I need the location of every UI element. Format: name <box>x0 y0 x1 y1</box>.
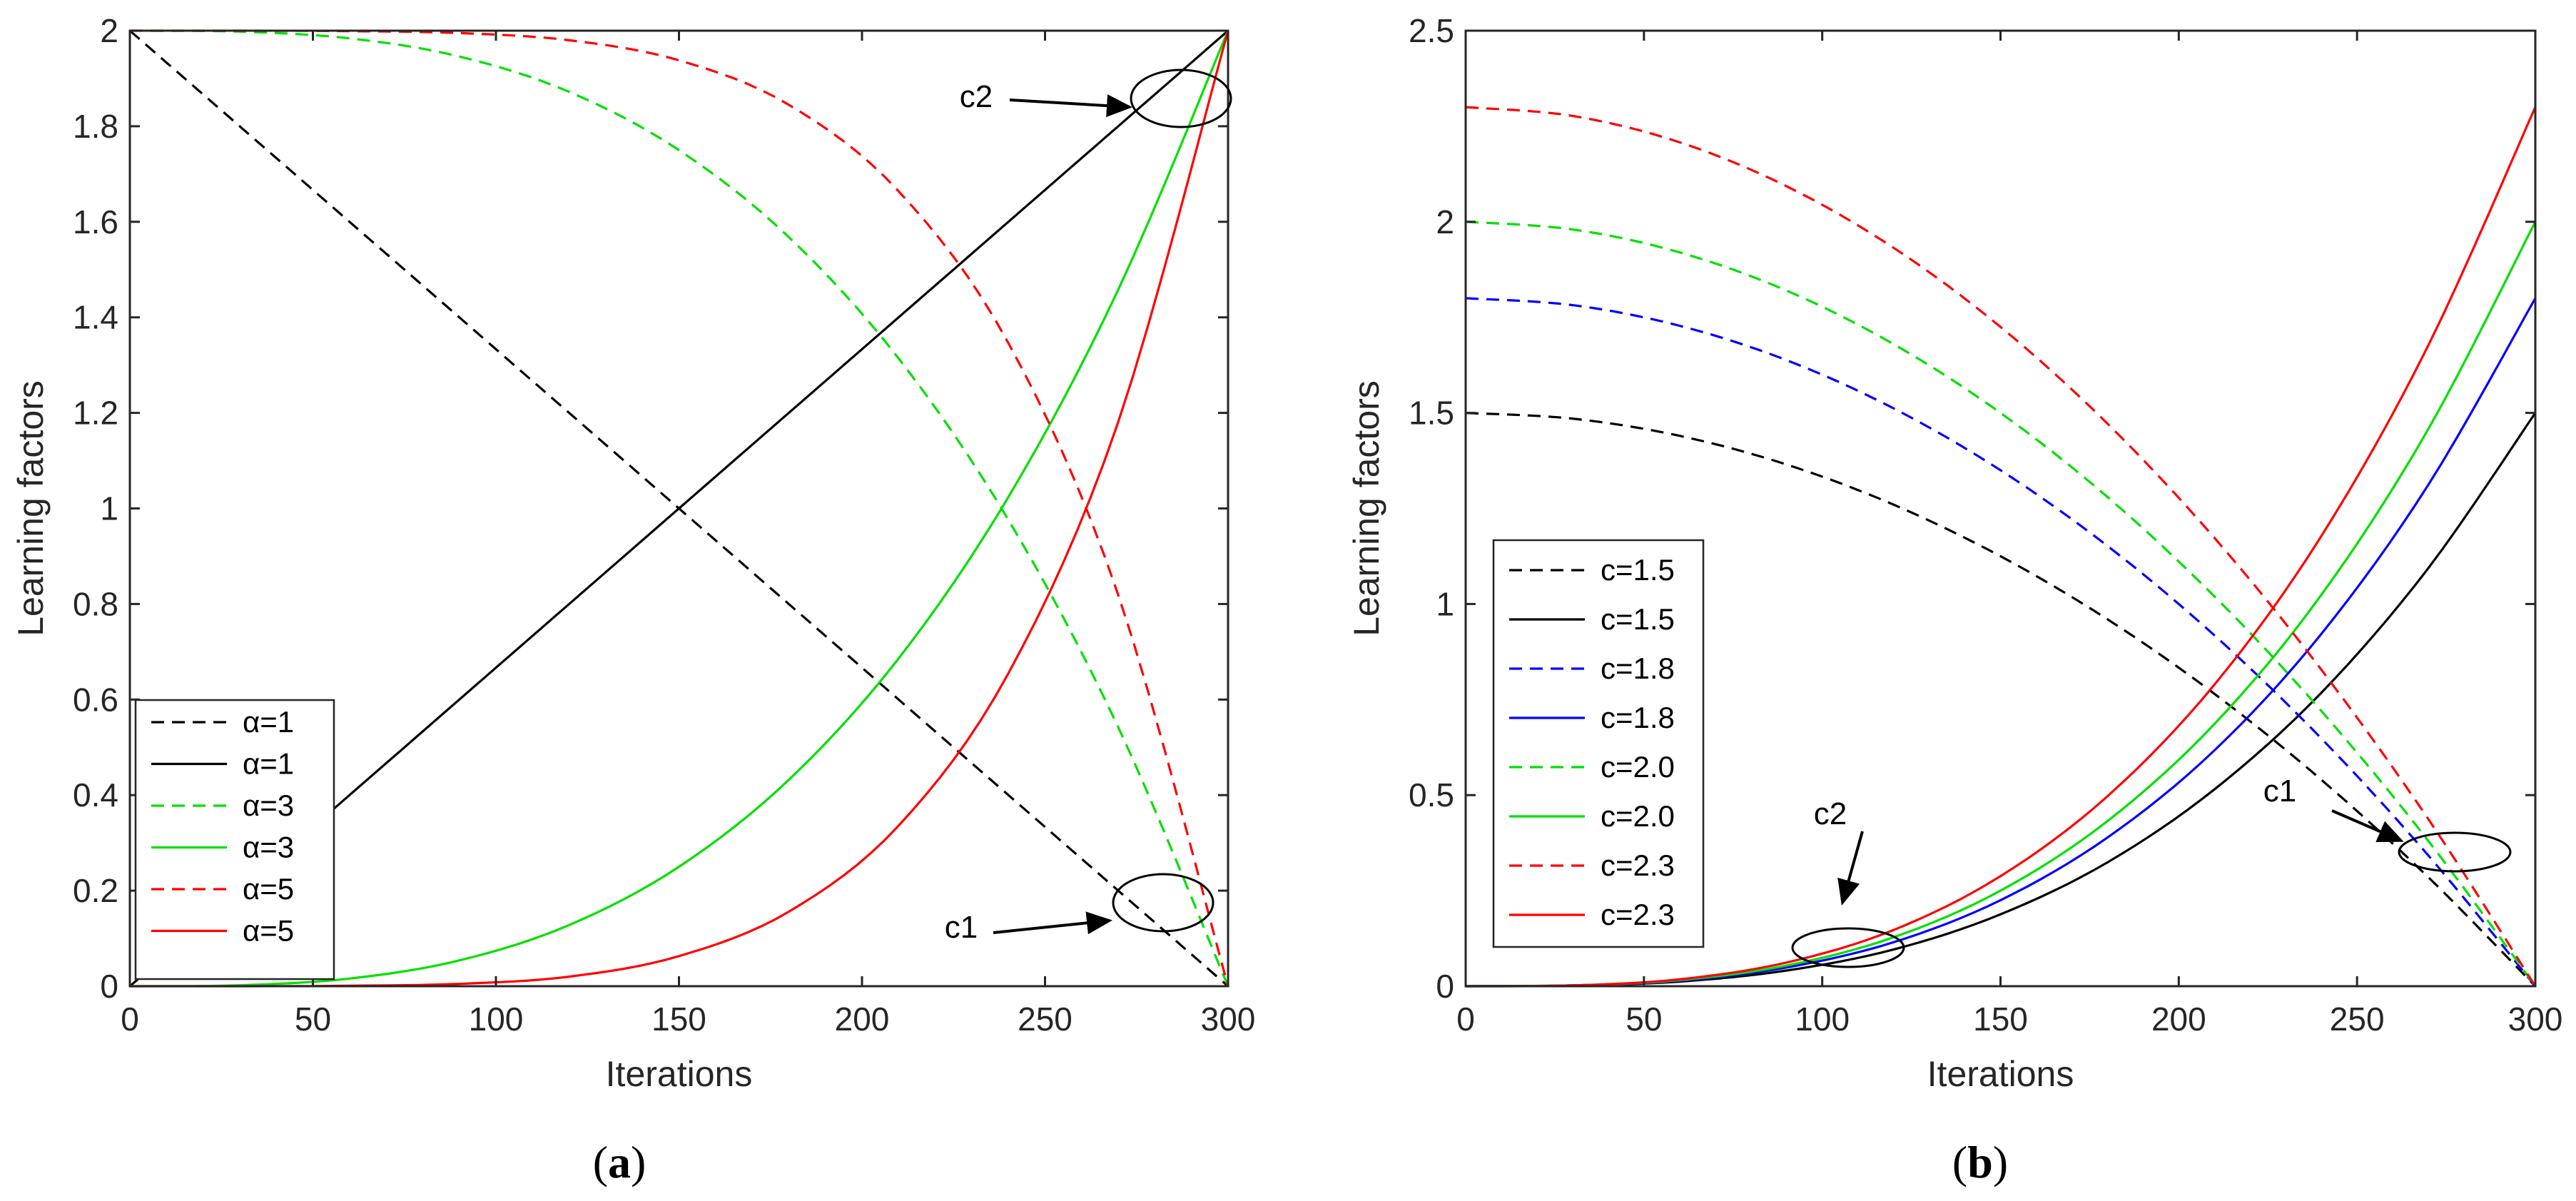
y-axis-label: Learning factors <box>1347 380 1386 637</box>
legend-entry-label: α=1 <box>243 747 294 781</box>
legend-entry-label: c=1.5 <box>1601 553 1675 587</box>
y-tick-label: 1 <box>1436 585 1454 622</box>
annotation-label: c2 <box>960 79 993 114</box>
chart-panel-a: 0 50 100 150 200 250 300 0 0.2 0.4 0.6 0.8 1 1.2 1.4 1.… <box>11 12 1255 1187</box>
annotation-label: c1 <box>945 910 978 945</box>
caption-open-paren: ( <box>593 1137 608 1187</box>
y-tick-label: 1.4 <box>73 299 118 336</box>
annotation-arrow <box>1837 831 1864 906</box>
y-tick-label: 1.2 <box>73 395 118 432</box>
series-line-dashed-1 <box>1465 412 2537 988</box>
y-tick-label: 0 <box>1436 968 1454 1005</box>
caption-close-paren: ) <box>1993 1137 2008 1187</box>
y-tick-label: 2.5 <box>1409 12 1454 49</box>
caption-letter: a <box>608 1137 631 1187</box>
x-tick-label: 300 <box>2508 1000 2563 1038</box>
legend-entry-label: c=2.3 <box>1601 898 1675 931</box>
x-axis-label: Iterations <box>606 1054 753 1094</box>
annotation-arrow <box>2331 809 2404 842</box>
panel-caption: (a) <box>593 1137 646 1187</box>
x-tick-label: 50 <box>1626 1000 1662 1038</box>
legend-entry-label: c=1.8 <box>1601 652 1675 685</box>
x-tick-label: 200 <box>2151 1000 2206 1038</box>
annotation-arrow <box>1009 94 1132 118</box>
annotation-label: c2 <box>1814 796 1847 831</box>
legend-entry-label: c=2.0 <box>1601 750 1675 784</box>
y-tick-label: 1.8 <box>73 108 118 145</box>
y-tick-label: 1 <box>100 490 118 527</box>
series-line-dashed-7 <box>1465 106 2537 987</box>
legend: c=1.5 c=1.5 c=1.8 c=1.8 c=2.0 c=2.0 c=2.3 c=2.3 <box>1492 539 1705 948</box>
y-tick-label: 0.2 <box>73 872 118 909</box>
x-tick-label: 250 <box>2330 1000 2385 1038</box>
y-tick-label: 2 <box>100 12 118 49</box>
x-tick-label: 100 <box>1795 1000 1850 1038</box>
y-tick-label: 0.8 <box>73 585 118 622</box>
legend-entry-label: c=1.8 <box>1601 701 1675 734</box>
x-tick-label: 50 <box>295 1000 331 1038</box>
legend-entry-label: c=2.0 <box>1601 799 1675 833</box>
caption-letter: b <box>1967 1137 1993 1187</box>
legend-entry-label: α=1 <box>243 705 294 739</box>
annotation-ellipse <box>1112 873 1215 933</box>
x-tick-label: 250 <box>1018 1000 1073 1038</box>
legend-entry-label: c=1.5 <box>1601 602 1675 636</box>
caption-close-paren: ) <box>631 1137 646 1187</box>
y-tick-label: 0.6 <box>73 681 118 718</box>
annotation-arrow <box>993 911 1112 935</box>
legend-box <box>134 699 335 980</box>
legend: α=1 α=1 α=3 α=3 α=5 α=5 <box>134 699 335 980</box>
y-tick-label: 0.5 <box>1409 776 1454 814</box>
legend-entry-label: c=2.3 <box>1601 848 1675 882</box>
legend-entry-label: α=3 <box>243 831 294 864</box>
annotation-ellipse <box>1791 927 1905 968</box>
x-tick-label: 200 <box>835 1000 890 1038</box>
annotation-ellipse <box>2398 831 2512 873</box>
legend-box <box>1492 539 1705 948</box>
y-tick-label: 1.6 <box>73 203 118 240</box>
series-line-dashed-5 <box>130 29 1229 987</box>
series-line-dashed-3 <box>130 29 1229 987</box>
y-tick-label: 1.5 <box>1409 395 1454 432</box>
y-tick-label: 0.4 <box>73 776 118 814</box>
x-tick-label: 100 <box>469 1000 524 1038</box>
x-tick-label: 150 <box>651 1000 706 1038</box>
series-line-dashed-3 <box>1465 297 2537 988</box>
x-tick-label: 300 <box>1201 1000 1256 1038</box>
annotation-label: c1 <box>2263 774 2296 809</box>
legend-entry-label: α=5 <box>243 914 294 948</box>
y-tick-label: 0 <box>100 968 118 1005</box>
panel-caption: (b) <box>1952 1137 2008 1187</box>
x-axis-label: Iterations <box>1927 1054 2074 1094</box>
x-tick-label: 0 <box>1456 1000 1475 1038</box>
caption-open-paren: ( <box>1952 1137 1967 1187</box>
legend-entry-label: α=5 <box>243 872 294 906</box>
x-tick-label: 0 <box>121 1000 139 1038</box>
y-tick-label: 2 <box>1436 203 1454 240</box>
legend-entry-label: α=3 <box>243 789 294 822</box>
x-tick-label: 150 <box>1973 1000 2028 1038</box>
chart-panel-b: 0 50 100 150 200 250 300 0 0.5 1 1.5 2 2.5 Iterations… <box>1347 12 2562 1187</box>
y-axis-label: Learning factors <box>11 380 51 637</box>
